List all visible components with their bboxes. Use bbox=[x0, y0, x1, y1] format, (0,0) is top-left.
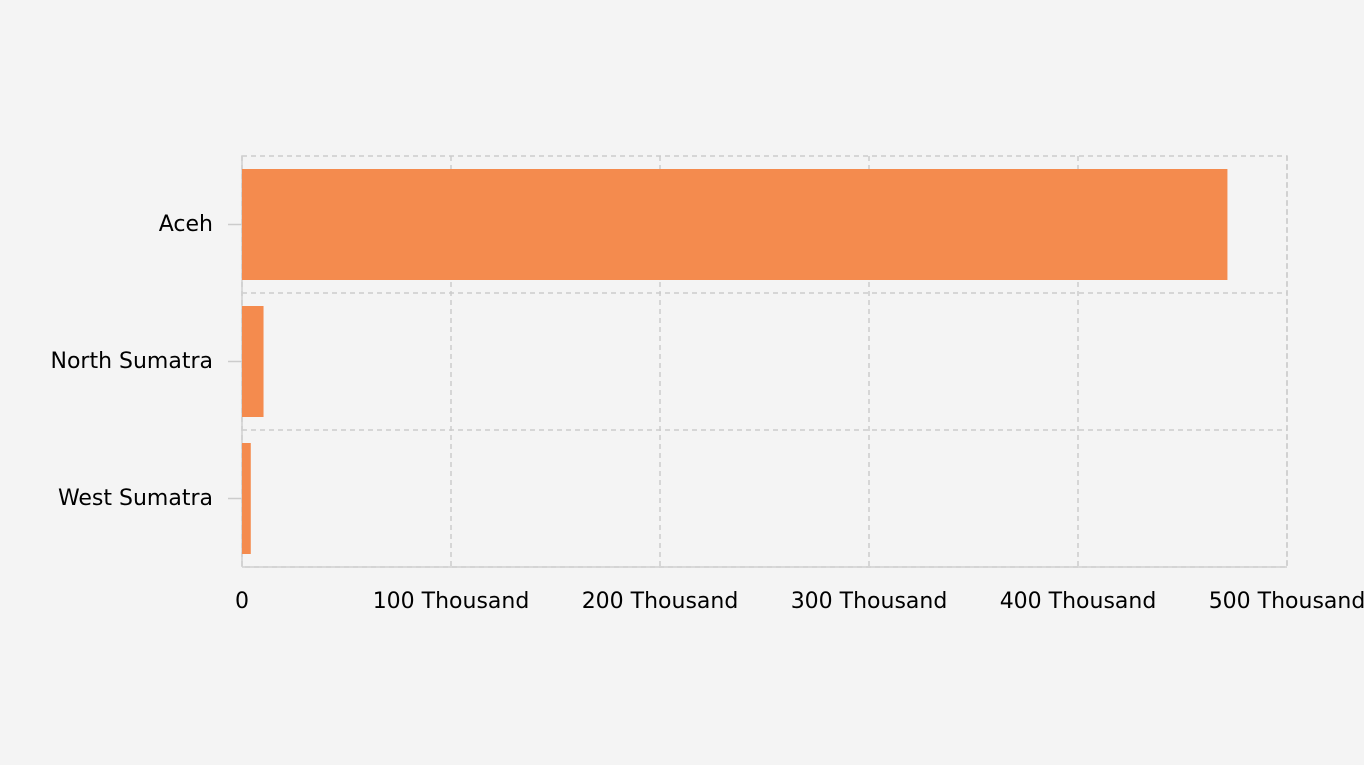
y-tick-label: Aceh bbox=[159, 212, 213, 237]
x-tick-label: 300 Thousand bbox=[791, 589, 948, 614]
bar-west-sumatra[interactable] bbox=[242, 443, 251, 554]
y-tick-label: North Sumatra bbox=[51, 349, 214, 374]
plot-frame bbox=[241, 155, 1288, 568]
bar-north-sumatra[interactable] bbox=[242, 306, 264, 417]
x-tick-label: 0 bbox=[235, 589, 249, 614]
y-axis-ticks bbox=[228, 223, 242, 500]
bars bbox=[242, 169, 1228, 554]
x-tick-label: 500 Thousand bbox=[1209, 589, 1364, 614]
x-tick-label: 200 Thousand bbox=[582, 589, 739, 614]
bar-aceh[interactable] bbox=[242, 169, 1228, 280]
x-axis-tick-labels: 0 100 Thousand 200 Thousand 300 Thousand 400… bbox=[235, 589, 1364, 614]
x-tick-label: 400 Thousand bbox=[1000, 589, 1157, 614]
y-axis-category-labels: Aceh North Sumatra West Sumatra bbox=[51, 212, 214, 511]
x-tick-label: 100 Thousand bbox=[373, 589, 530, 614]
y-tick-label: West Sumatra bbox=[58, 486, 213, 511]
